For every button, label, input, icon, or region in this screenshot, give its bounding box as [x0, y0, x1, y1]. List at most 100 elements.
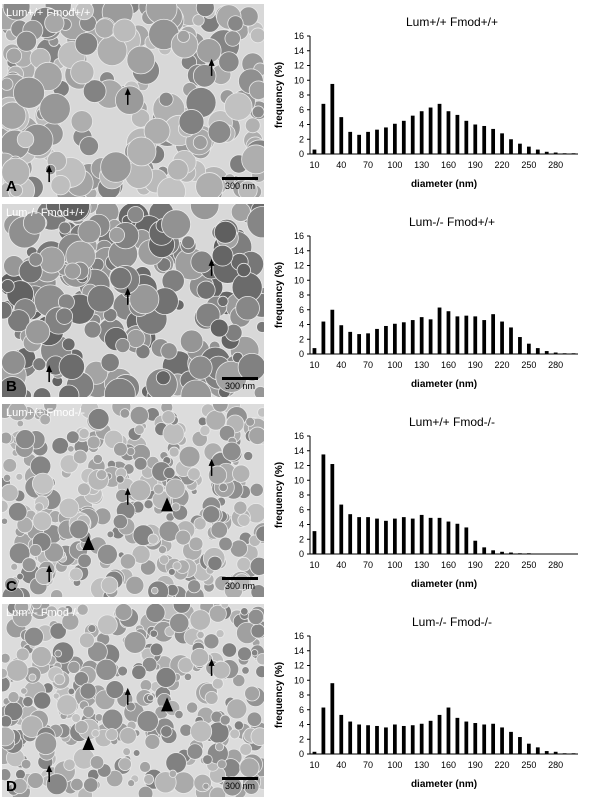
arrow-marker-icon — [208, 258, 215, 276]
chart-title: Lum-/- Fmod-/- — [412, 615, 492, 629]
histogram-bar — [571, 153, 576, 154]
y-tick-label: 0 — [299, 749, 304, 759]
x-tick-label: 40 — [336, 760, 346, 770]
panel-c: Lum+/+ Fmod-/- C 300 nm Lum+/+ Fmod-/- 0 2… — [0, 400, 591, 597]
y-tick-label: 6 — [299, 705, 304, 715]
x-tick-label: 130 — [414, 760, 429, 770]
y-tick-label: 4 — [299, 120, 304, 130]
x-tick-label: 10 — [309, 360, 319, 370]
histogram-bar — [348, 131, 353, 154]
histogram-bar — [428, 720, 433, 754]
y-tick-label: 14 — [294, 46, 304, 56]
histogram-bar — [392, 123, 397, 154]
histogram-bar — [437, 103, 442, 154]
micrograph-image — [2, 204, 264, 397]
panel-letter: A — [6, 178, 17, 195]
histogram-bar — [446, 707, 451, 754]
histogram-bar — [419, 723, 424, 754]
scale-bar: 300 nm — [222, 177, 258, 191]
panel-d: Lum-/- Fmod-/- D 300 nm Lum-/- Fmod-/- 0 2… — [0, 600, 591, 797]
x-tick-label: 10 — [309, 560, 319, 570]
x-tick-label: 190 — [468, 560, 483, 570]
y-tick-label: 16 — [294, 631, 304, 641]
y-tick-label: 16 — [294, 431, 304, 441]
x-tick-label: 190 — [468, 160, 483, 170]
panel-b: Lum-/- Fmod+/+ B 300 nm Lum-/- Fmod+/+ 0 2… — [0, 200, 591, 397]
histogram-bar — [571, 753, 576, 754]
x-tick-label: 190 — [468, 760, 483, 770]
x-tick-label: 220 — [495, 360, 510, 370]
histogram-bar — [535, 747, 540, 754]
x-tick-label: 250 — [521, 760, 536, 770]
x-tick-label: 100 — [387, 760, 402, 770]
x-tick-label: 130 — [414, 160, 429, 170]
histogram-bar — [392, 323, 397, 354]
histogram-bar — [473, 316, 478, 354]
x-axis-label: diameter (nm) — [411, 779, 477, 790]
histogram-bar — [428, 319, 433, 354]
micrograph-label: Lum+/+ Fmod+/+ — [6, 7, 91, 19]
y-tick-label: 8 — [299, 690, 304, 700]
histogram-bar — [491, 314, 496, 354]
histogram-bar — [384, 325, 388, 354]
histogram-bar — [464, 527, 469, 554]
histogram-b: Lum-/- Fmod+/+ 0 2 4 6 8 10 12 14 16 10 40 70 100 130 1… — [268, 200, 591, 396]
x-tick-label: 160 — [441, 760, 456, 770]
chart-title: Lum+/+ Fmod+/+ — [406, 15, 498, 29]
x-tick-label: 160 — [441, 160, 456, 170]
histogram-bar — [446, 111, 451, 154]
histogram-bar — [473, 723, 478, 754]
y-tick-label: 14 — [294, 646, 304, 656]
x-tick-label: 100 — [387, 560, 402, 570]
y-tick-label: 6 — [299, 305, 304, 315]
micrograph-label: Lum-/- Fmod-/- — [6, 607, 80, 619]
histogram-bar — [410, 115, 415, 154]
x-tick-label: 130 — [414, 560, 429, 570]
histogram-bar — [401, 322, 406, 354]
histogram-bar — [455, 717, 460, 754]
chart-title: Lum-/- Fmod+/+ — [409, 215, 495, 229]
x-tick-label: 160 — [441, 560, 456, 570]
x-tick-label: 70 — [363, 560, 373, 570]
histogram-bar — [526, 343, 531, 354]
x-tick-label: 250 — [521, 160, 536, 170]
histogram-bar — [553, 751, 558, 754]
histogram-bar — [348, 514, 353, 554]
histogram-bar — [553, 352, 558, 354]
histogram-bar — [339, 504, 344, 554]
scale-bar: 300 nm — [222, 577, 258, 591]
histogram-bar — [500, 551, 504, 554]
arrow-marker-icon — [124, 87, 131, 105]
histogram-bar — [482, 547, 487, 554]
histogram-bar — [410, 320, 415, 354]
histogram-bar — [544, 151, 549, 154]
histogram-bar — [482, 724, 487, 754]
x-tick-label: 280 — [548, 160, 563, 170]
histogram-bar — [464, 120, 469, 154]
histogram-bar — [375, 129, 379, 154]
x-tick-label: 280 — [548, 760, 563, 770]
x-tick-label: 130 — [414, 360, 429, 370]
scale-bar-label: 300 nm — [224, 181, 256, 191]
panel-letter: B — [6, 378, 17, 395]
x-axis-label: diameter (nm) — [411, 379, 477, 390]
y-tick-label: 2 — [299, 134, 304, 144]
histogram-bar — [482, 125, 487, 154]
histogram-bar — [571, 353, 576, 354]
x-tick-label: 100 — [387, 160, 402, 170]
histogram-bar — [401, 725, 406, 754]
histogram-bar — [509, 327, 513, 354]
x-tick-label: 160 — [441, 360, 456, 370]
arrowhead-marker-icon — [161, 697, 174, 712]
arrow-marker-icon — [46, 765, 53, 783]
scale-bar-line — [222, 577, 258, 580]
histogram-bar — [321, 707, 326, 754]
histogram-bar — [366, 333, 370, 354]
panel-a: Lum+/+ Fmod+/+ A 300 nm Lum+/+ Fmod+/+ 0 2… — [0, 0, 591, 197]
y-tick-label: 0 — [299, 549, 304, 559]
histogram-bar — [348, 331, 353, 354]
histogram-bar — [312, 531, 317, 554]
y-tick-label: 16 — [294, 231, 304, 241]
histogram-bar — [500, 133, 504, 154]
histogram-bar — [544, 351, 549, 354]
